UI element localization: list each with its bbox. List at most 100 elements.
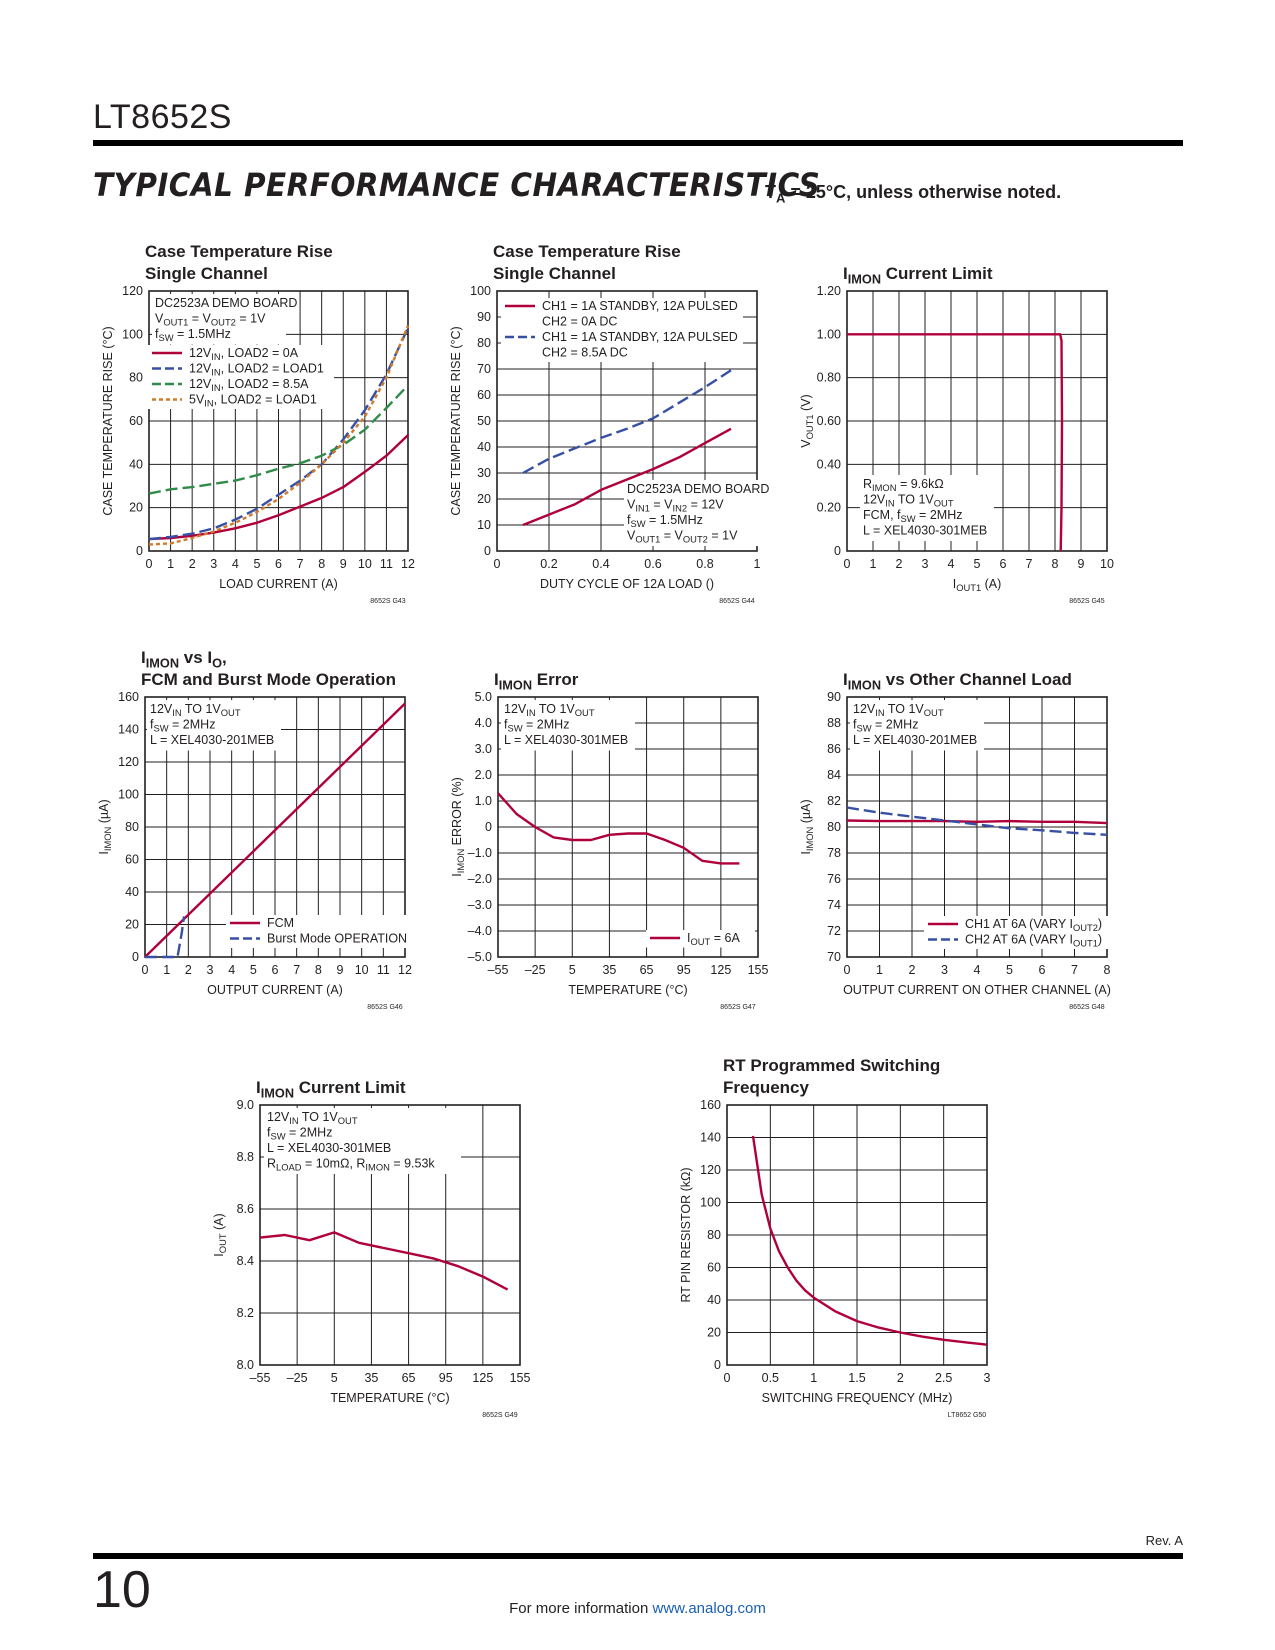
plot-frame [144, 696, 406, 958]
plot-frame [497, 696, 759, 958]
x-tick-label: 1 [754, 557, 761, 571]
y-tick-label: 86 [827, 742, 841, 756]
x-tick-label: 8 [318, 557, 325, 571]
x-tick-label: 95 [677, 963, 691, 977]
y-tick-label: 40 [707, 1293, 721, 1307]
legend-label: CH2 = 0A DC [542, 315, 617, 329]
note-line: DC2523A DEMO BOARD [155, 296, 297, 310]
x-tick-label: 5 [331, 1371, 338, 1385]
plot-frame [496, 290, 758, 552]
footer-rule [93, 1553, 1183, 1559]
y-axis-label: CASE TEMPERATURE RISE (°C) [449, 326, 463, 515]
figure-code: 8652S G46 [367, 1004, 403, 1011]
note-line: 12VIN​ TO 1VOUT​ [863, 493, 954, 509]
legend-bg [226, 915, 412, 948]
chart-title: IIMON​ Error [494, 670, 579, 692]
y-tick-label: 100 [122, 327, 143, 341]
x-tick-label: 1 [810, 1371, 817, 1385]
series-line [847, 333, 1064, 552]
note-bg [850, 700, 984, 751]
y-tick-label: 20 [477, 492, 491, 506]
chart-case-temp-rise-load: Case Temperature Rise Single Channel DC252… [101, 242, 415, 605]
y-tick-label: 20 [129, 501, 143, 515]
chart-imon-current-limit-vout: IIMON​ Current Limit RIMON​ = 9.6kΩ12VIN​… [799, 264, 1114, 605]
chart-imon-error: IIMON​ Error 12VIN​ TO 1VOUT​fSW​ = 2MHzL… [450, 670, 768, 1011]
x-axis-label: LOAD CURRENT (A) [219, 577, 338, 591]
y-tick-label: 120 [118, 755, 139, 769]
x-tick-label: 3 [941, 963, 948, 977]
series-line [522, 369, 732, 475]
figure-code: 8652S G45 [1069, 598, 1105, 605]
legend-label: Burst Mode OPERATION [267, 932, 407, 946]
figure-code: 8652S G44 [719, 598, 755, 605]
y-tick-label: 8.0 [237, 1358, 254, 1372]
y-axis-label: IIMON​ (µA) [799, 799, 815, 854]
x-tick-label: 2 [189, 557, 196, 571]
x-tick-label: 3 [210, 557, 217, 571]
note-bg [624, 480, 758, 546]
note-line: 12VIN​ TO 1VOUT​ [267, 1110, 358, 1126]
x-tick-label: –55 [250, 1371, 271, 1385]
figure-code: 8652S G48 [1069, 1004, 1105, 1011]
chart-case-temp-rise-duty: Case Temperature Rise Single Channel DC252… [449, 242, 769, 605]
section-conditions: TA = 25°C, unless otherwise noted. [765, 182, 1062, 206]
y-axis-label: IIMON​ (µA) [97, 799, 113, 854]
page-number: 10 [93, 1561, 151, 1619]
x-tick-label: 1.5 [848, 1371, 865, 1385]
x-axis-label: DUTY CYCLE OF 12A LOAD () [540, 577, 714, 591]
x-tick-label: 0.6 [644, 557, 661, 571]
chart-title: Single Channel [145, 264, 268, 283]
x-tick-label: 155 [510, 1371, 531, 1385]
y-tick-label: 30 [477, 466, 491, 480]
y-tick-label: –3.0 [468, 898, 492, 912]
x-tick-label: –25 [287, 1371, 308, 1385]
x-tick-label: 2 [897, 1371, 904, 1385]
y-tick-label: 10 [477, 518, 491, 532]
x-tick-label: 2 [185, 963, 192, 977]
x-tick-label: 0.8 [696, 557, 713, 571]
y-tick-label: 100 [118, 788, 139, 802]
y-tick-label: 90 [477, 310, 491, 324]
x-tick-label: 6 [275, 557, 282, 571]
note-line: L = XEL4030-301MEB [863, 524, 987, 538]
note-line: VOUT1​ = VOUT2​ = 1V [627, 529, 738, 545]
x-tick-label: 7 [1026, 557, 1033, 571]
x-tick-label: 8 [1052, 557, 1059, 571]
y-axis-label: IOUT​ (A) [212, 1213, 228, 1256]
y-tick-label: 120 [700, 1163, 721, 1177]
series-line [846, 819, 1108, 825]
x-tick-label: 1 [876, 963, 883, 977]
legend-label: IOUT​ = 6A [687, 931, 740, 947]
x-tick-label: 10 [1100, 557, 1114, 571]
grid [726, 1104, 988, 1366]
x-axis-label: TEMPERATURE (°C) [330, 1391, 449, 1405]
y-tick-label: 0 [485, 820, 492, 834]
x-tick-label: 125 [710, 963, 731, 977]
figure-code: 8652S G49 [482, 1412, 518, 1419]
y-tick-label: 100 [470, 284, 491, 298]
x-tick-label: 1 [870, 557, 877, 571]
x-tick-label: 4 [232, 557, 239, 571]
x-tick-label: 0 [844, 963, 851, 977]
website-link[interactable]: www.analog.com [652, 1600, 766, 1617]
legend-label: CH2 AT 6A (VARY IOUT1​) [965, 933, 1102, 949]
x-tick-label: 2.5 [935, 1371, 952, 1385]
x-tick-label: 125 [472, 1371, 493, 1385]
x-tick-label: 0 [494, 557, 501, 571]
chart-title: Frequency [723, 1078, 810, 1097]
legend-label: 12VIN​, LOAD2 = LOAD1 [189, 362, 324, 378]
note-line: fSW​ = 2MHz [267, 1126, 332, 1142]
legend-label: 12VIN​, LOAD2 = 8.5A [189, 377, 309, 393]
x-tick-label: 65 [402, 1371, 416, 1385]
y-tick-label: 140 [700, 1131, 721, 1145]
y-tick-label: 8.4 [237, 1254, 254, 1268]
note-bg [264, 1108, 461, 1174]
x-tick-label: 12 [398, 963, 412, 977]
figure-code: 8652S G47 [720, 1004, 756, 1011]
note-line: VOUT1​ = VOUT2​ = 1V [155, 312, 266, 328]
figure-code: 8652S G43 [370, 598, 406, 605]
x-tick-label: 9 [340, 557, 347, 571]
chart-title: IIMON​ vs IO​, [141, 648, 227, 670]
legend-bg [646, 930, 755, 948]
note-line: fSW​ = 1.5MHz [627, 513, 703, 529]
